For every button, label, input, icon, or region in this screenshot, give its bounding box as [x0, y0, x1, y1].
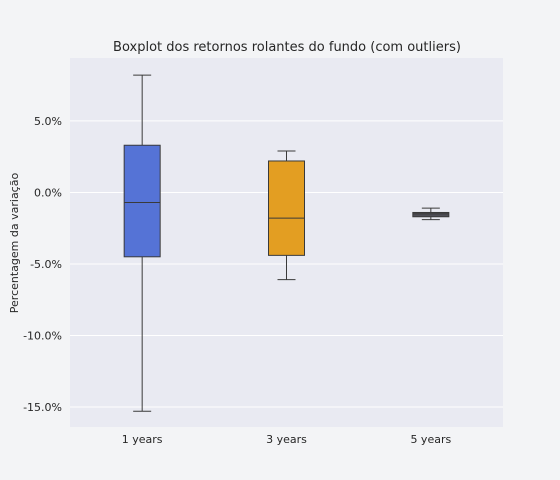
y-tick-label: 0.0% — [34, 186, 62, 199]
boxes — [123, 74, 450, 412]
iqr-box — [412, 211, 450, 218]
box-1-years — [123, 74, 161, 412]
box-5-years — [412, 207, 450, 221]
x-tick-label: 5 years — [410, 433, 451, 446]
box-3-years — [268, 150, 305, 281]
y-axis-ticks: 5.0% 0.0% -5.0% -10.0% -15.0% — [23, 115, 62, 414]
y-tick-label: -5.0% — [30, 258, 62, 271]
y-axis-label: Percentagem da variação — [8, 173, 21, 314]
chart-title: Boxplot dos retornos rolantes do fundo (… — [113, 40, 461, 55]
x-axis-ticks: 1 years 3 years 5 years — [122, 433, 452, 446]
x-tick-label: 3 years — [266, 433, 307, 446]
y-tick-label: 5.0% — [34, 115, 62, 128]
iqr-box — [123, 144, 161, 258]
x-tick-label: 1 years — [122, 433, 163, 446]
y-tick-label: -10.0% — [23, 329, 62, 342]
y-tick-label: -15.0% — [23, 401, 62, 414]
iqr-box — [268, 160, 305, 256]
